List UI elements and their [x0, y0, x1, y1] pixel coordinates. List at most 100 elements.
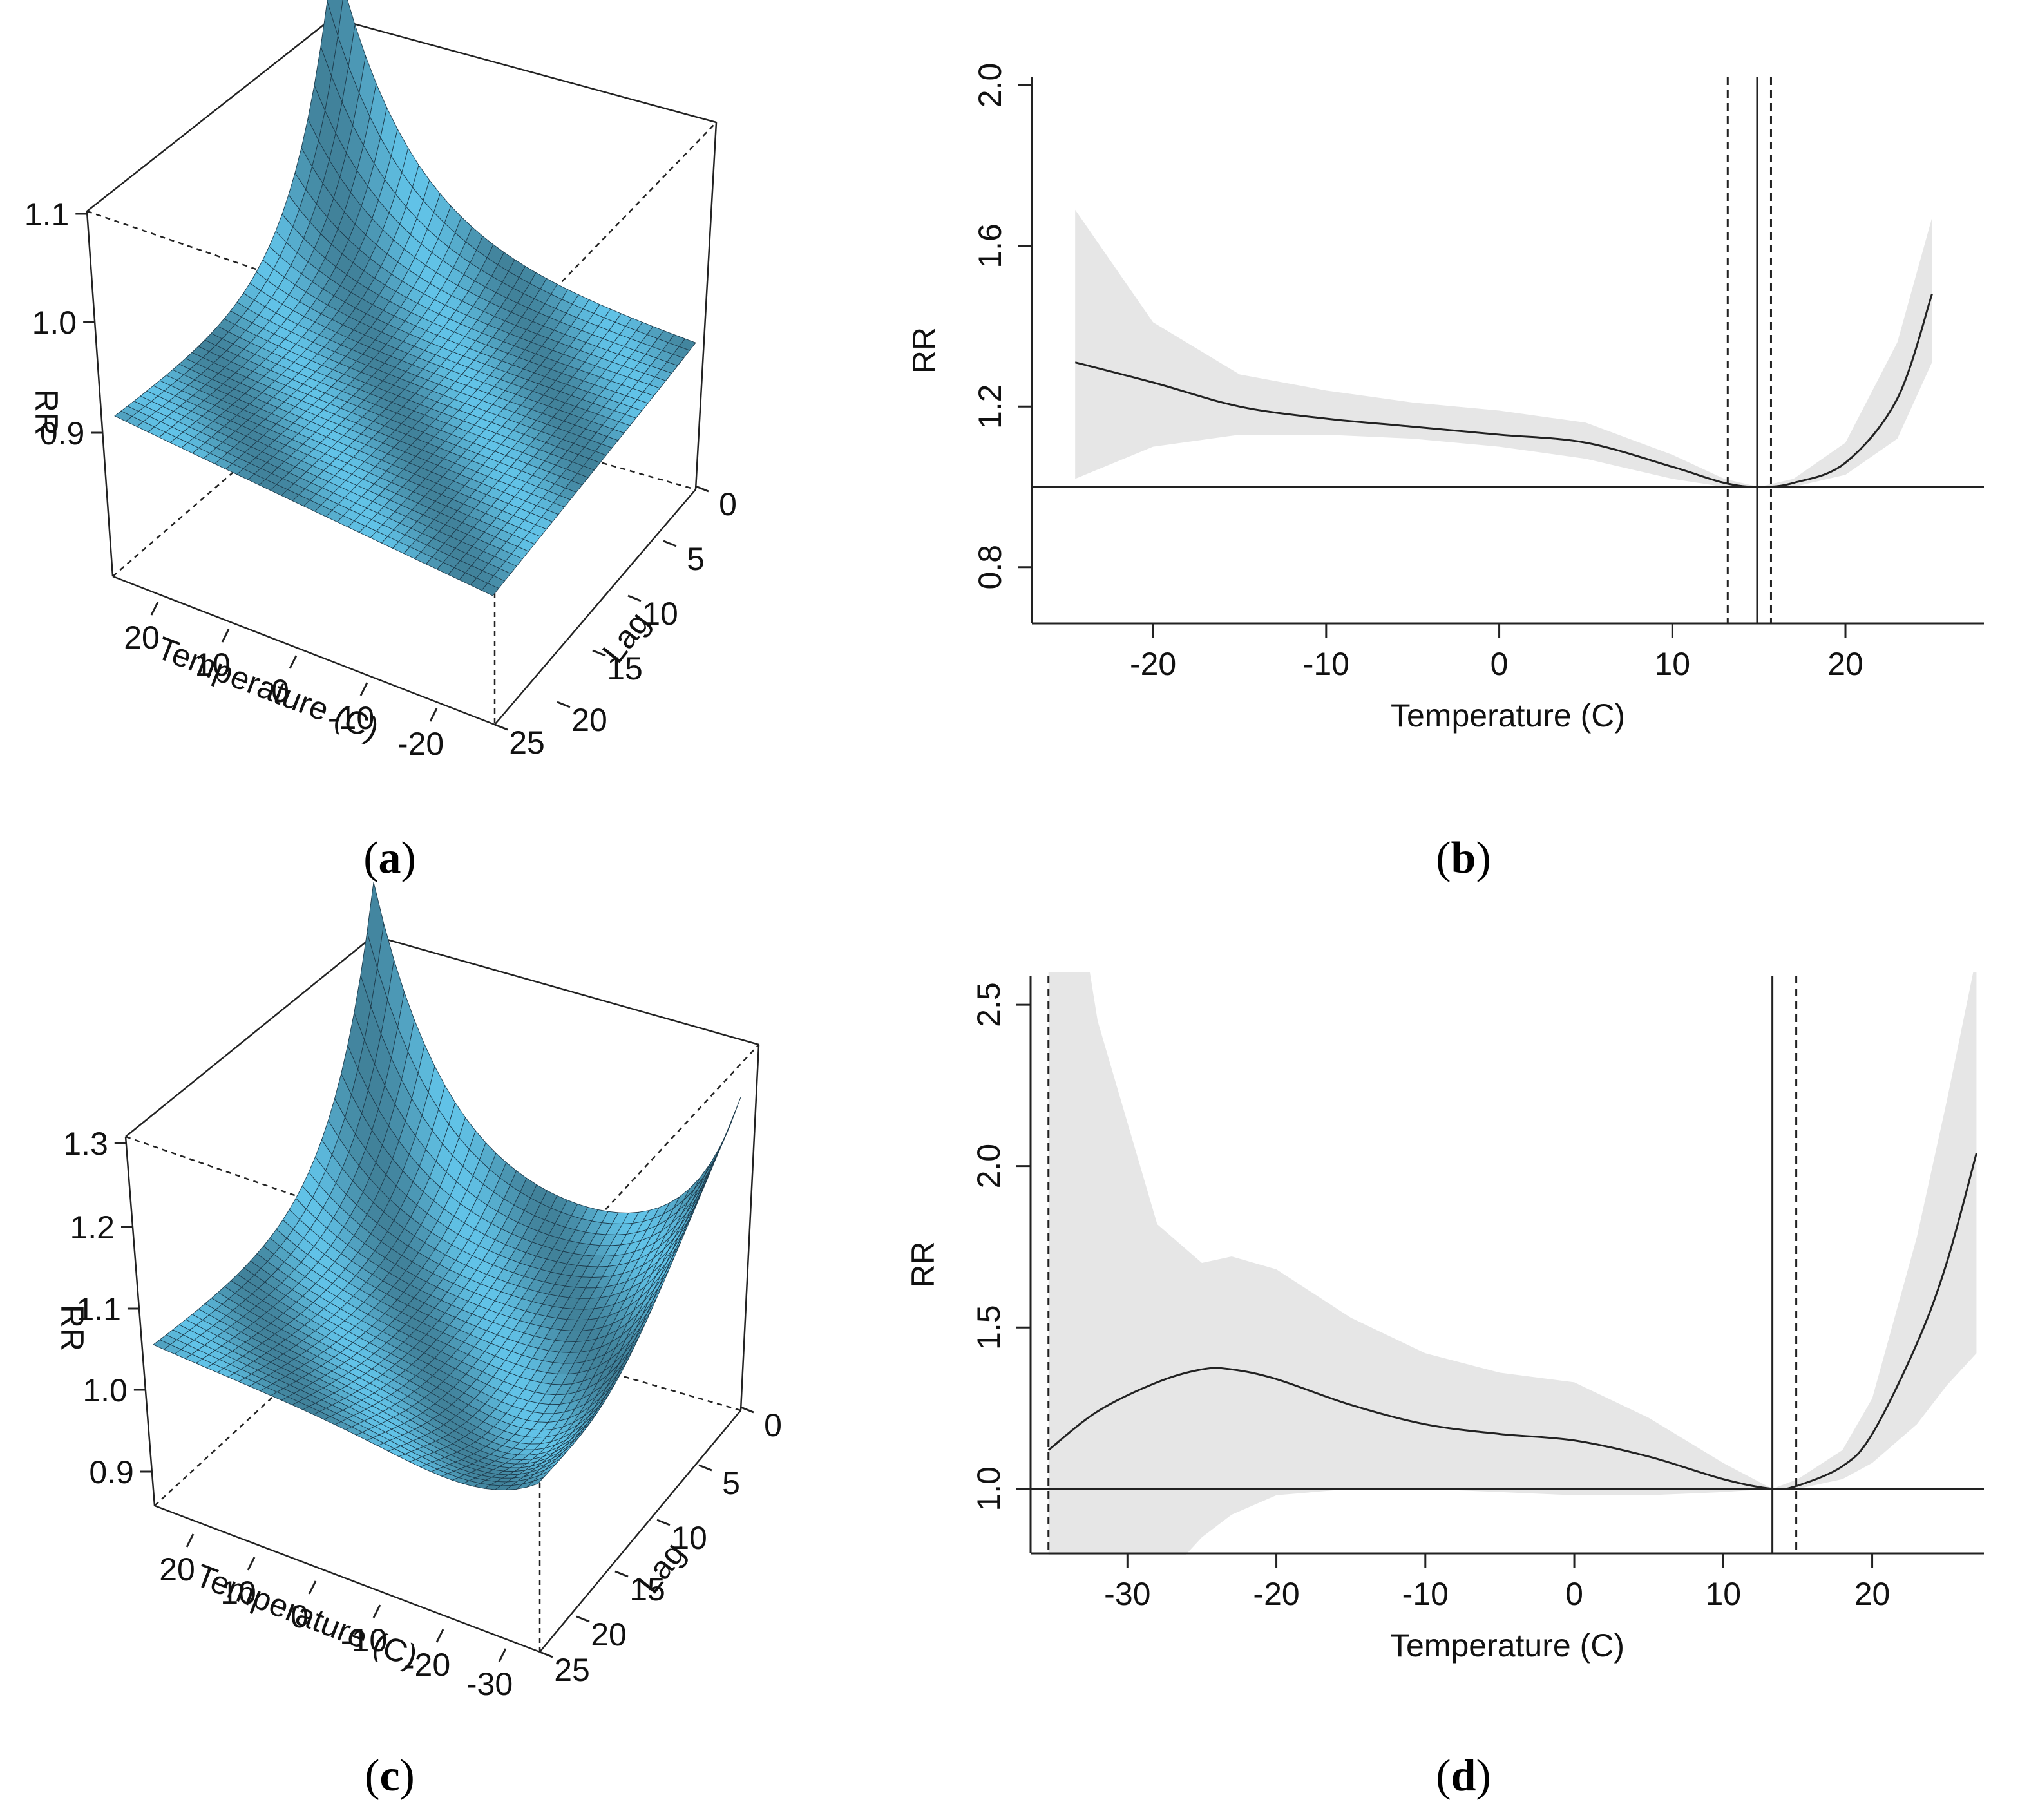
box-edge: [154, 1504, 540, 1653]
temp-tick-mark: [289, 655, 298, 669]
x-tick-label: 10: [1706, 1576, 1742, 1612]
lag-tick-mark: [557, 701, 571, 708]
temp-tick-mark: [150, 602, 159, 616]
x-tick-label: 10: [1654, 646, 1690, 682]
x-tick-label: -10: [1303, 646, 1349, 682]
temp-tick-mark: [429, 708, 438, 722]
lag-tick-label: 5: [722, 1465, 740, 1501]
lag-tick-mark: [695, 485, 709, 493]
confidence-band: [1048, 972, 1977, 1555]
lag-tick-mark: [494, 723, 508, 731]
lag-tick-mark: [740, 1406, 754, 1414]
lag-tick-label: 20: [571, 702, 607, 738]
panel-label-c: (c): [365, 1751, 415, 1801]
temp-tick-mark: [308, 1580, 317, 1595]
temp-tick-mark: [359, 682, 368, 696]
panel-a-surface-plot: 0.91.01.11.220100-10-200510152025RRTempe…: [24, 0, 737, 883]
x-tick-label: -20: [1253, 1576, 1299, 1612]
lag-tick-label: 25: [509, 725, 545, 761]
temp-tick-label: -30: [466, 1666, 513, 1702]
lag-tick-label: 20: [591, 1616, 627, 1653]
lag-tick-label: 15: [607, 650, 643, 687]
temperature-axis-title: Temperature (C): [191, 1557, 423, 1675]
panel-label-d: (d): [1436, 1751, 1491, 1801]
panel-label-b: (b): [1436, 833, 1491, 883]
temp-tick-label: -10: [328, 700, 374, 736]
temp-tick-label: 10: [195, 647, 231, 683]
x-tick-label: 0: [1565, 1576, 1583, 1612]
y-tick-label: 2.0: [971, 1144, 1007, 1189]
z-tick-label: 1.0: [82, 1372, 128, 1408]
panel-label-close: ): [1476, 833, 1491, 883]
box-edge: [539, 1410, 741, 1653]
lag-tick-label: 15: [629, 1571, 665, 1607]
panel-label-close: ): [1476, 1751, 1491, 1801]
box-edge: [332, 17, 717, 124]
temp-tick-mark: [435, 1629, 444, 1643]
y-tick-label: 1.6: [972, 223, 1008, 269]
panel-d-line-plot: -30 -20 -10 0 10 20 1.0 1.5 2.0 2.5 Temperature (C…: [905, 972, 1984, 1801]
x-tick-label: -20: [1130, 646, 1176, 682]
box-edge: [86, 211, 114, 577]
lag-tick-label: 10: [671, 1520, 707, 1556]
y-tick-label: 1.5: [971, 1305, 1007, 1350]
lag-tick-mark: [627, 594, 642, 602]
y-tick-label: 1.2: [972, 384, 1008, 430]
y-axis-title: RR: [906, 327, 942, 374]
x-tick-label: -30: [1104, 1576, 1150, 1612]
rr-curve: [1074, 294, 1933, 488]
lag-tick-label: 10: [642, 596, 678, 632]
z-axis-title: RR: [28, 389, 64, 435]
temp-tick-label: 0: [291, 1598, 309, 1635]
box-edge-hidden: [154, 1303, 374, 1506]
y-axis-title: RR: [905, 1241, 941, 1287]
z-tick-label: 1.0: [32, 305, 77, 341]
temp-tick-label: -10: [341, 1622, 387, 1658]
panel-label-a: (a): [363, 833, 416, 883]
box-edge: [125, 935, 374, 1137]
panel-label-letter: b: [1451, 833, 1476, 883]
box-edge: [494, 489, 696, 725]
lag-tick-mark: [614, 1570, 629, 1578]
z-tick-label: 0.9: [89, 1454, 134, 1490]
x-axis-title: Temperature (C): [1390, 1627, 1624, 1664]
lag-tick-mark: [539, 1651, 553, 1658]
lag-tick-mark: [663, 540, 677, 547]
panel-label-letter: c: [379, 1751, 399, 1801]
y-tick-label: 1.0: [971, 1466, 1007, 1512]
y-tick-label: 2.5: [971, 982, 1007, 1027]
y-tick-label: 0.8: [972, 545, 1008, 590]
lag-tick-mark: [592, 649, 606, 657]
panel-label-letter: a: [379, 833, 401, 883]
panel-c-surface-plot: 0.91.01.11.21.320100-10-20-300510152025R…: [54, 882, 782, 1801]
temp-tick-mark: [186, 1533, 195, 1548]
surface-facet: [678, 338, 696, 351]
surface-facet: [703, 1146, 721, 1177]
temp-tick-mark: [247, 1557, 256, 1571]
z-axis-title: RR: [54, 1305, 90, 1351]
z-tick-label: 1.2: [70, 1209, 115, 1246]
lag-tick-label: 25: [554, 1652, 590, 1688]
panel-label-open: (: [1436, 833, 1451, 883]
z-tick-label: 0.9: [40, 415, 85, 451]
x-tick-label: 0: [1491, 646, 1509, 682]
box-edge: [739, 1044, 760, 1411]
box-edge: [373, 934, 759, 1046]
x-tick-label: 20: [1827, 646, 1863, 682]
x-tick-label: -10: [1402, 1576, 1449, 1612]
box-edge: [694, 122, 718, 490]
x-axis-title: Temperature (C): [1391, 697, 1625, 734]
confidence-band: [1075, 209, 1932, 487]
temp-tick-mark: [221, 629, 230, 643]
z-tick-label: 1.3: [63, 1126, 108, 1162]
surface-facet: [724, 1097, 741, 1139]
panel-label-open: (: [365, 1751, 379, 1801]
temp-tick-label: -20: [397, 726, 444, 762]
temp-tick-mark: [372, 1604, 381, 1618]
lag-tick-label: 0: [764, 1407, 782, 1443]
temperature-axis-title: Temperature (C): [152, 630, 384, 748]
panel-label-letter: d: [1451, 1751, 1476, 1801]
panel-label-open: (: [1436, 1751, 1451, 1801]
lag-tick-label: 5: [687, 541, 705, 577]
temp-tick-label: 0: [271, 673, 289, 709]
